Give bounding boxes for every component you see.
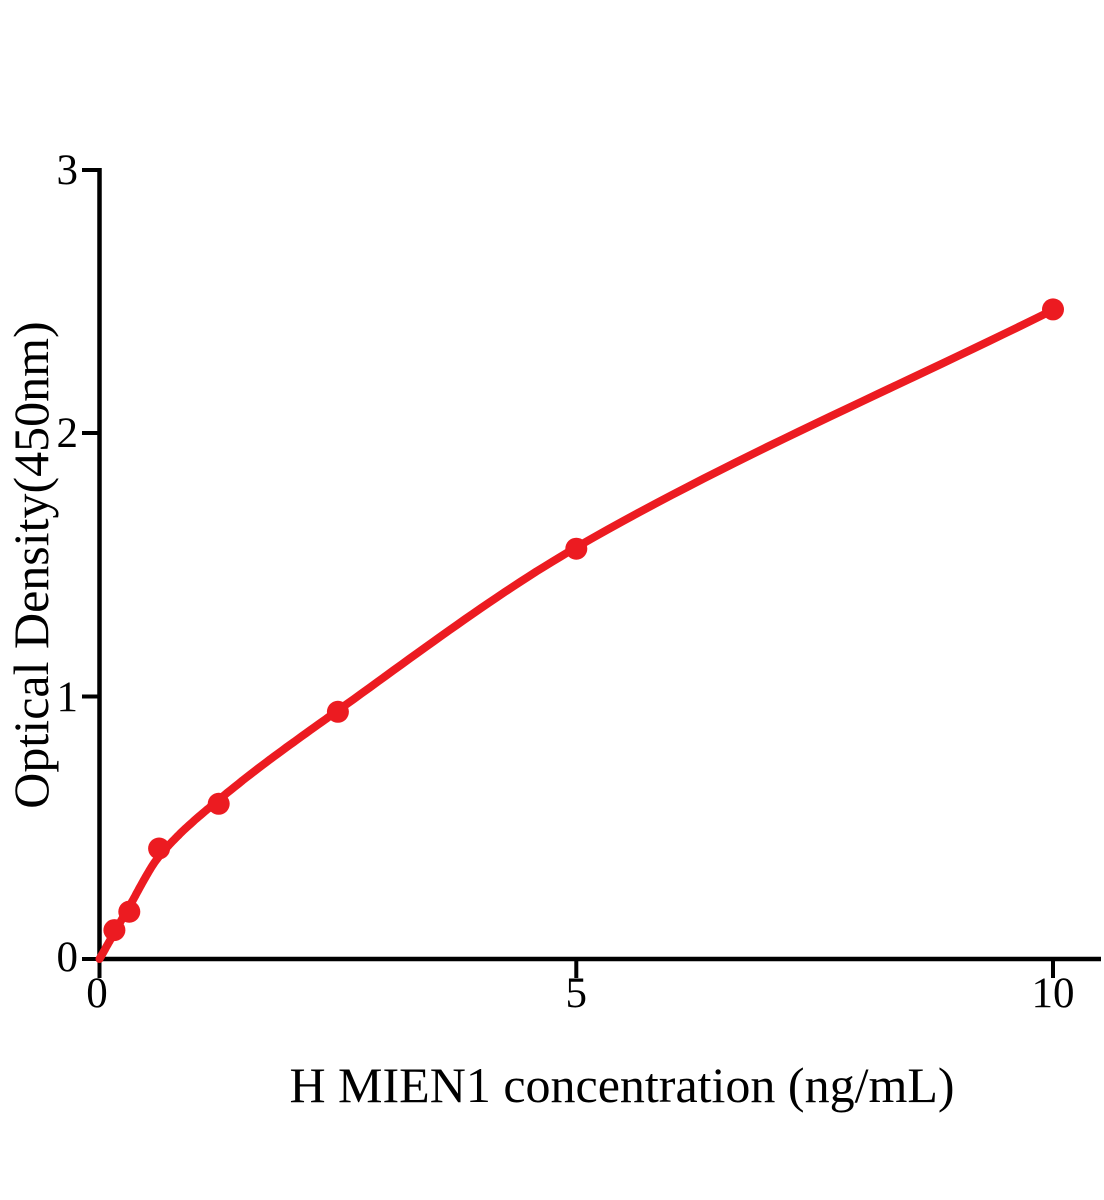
data-point bbox=[1042, 298, 1064, 321]
fitted-curve bbox=[95, 305, 1057, 963]
y-tick-label-3: 3 bbox=[57, 147, 79, 194]
data-point bbox=[207, 792, 230, 815]
x-tick-label-10: 10 bbox=[1032, 970, 1075, 1017]
x-axis: 0 5 10 bbox=[86, 956, 1101, 1017]
data-points bbox=[103, 298, 1064, 942]
data-point bbox=[118, 900, 141, 923]
data-point bbox=[565, 537, 588, 560]
data-point bbox=[103, 919, 126, 942]
y-tick-label-1: 1 bbox=[57, 674, 79, 721]
y-axis: 3 2 1 0 bbox=[57, 147, 102, 981]
data-point bbox=[148, 837, 171, 860]
x-tick-label-0: 0 bbox=[86, 970, 108, 1017]
x-tick-label-5: 5 bbox=[566, 970, 588, 1017]
x-axis-title: H MIEN1 concentration (ng/mL) bbox=[289, 1057, 954, 1113]
y-tick-label-2: 2 bbox=[57, 410, 79, 457]
y-axis-title: Optical Density(450nm) bbox=[3, 321, 59, 808]
y-tick-label-0: 0 bbox=[57, 934, 79, 981]
data-point bbox=[326, 700, 349, 723]
